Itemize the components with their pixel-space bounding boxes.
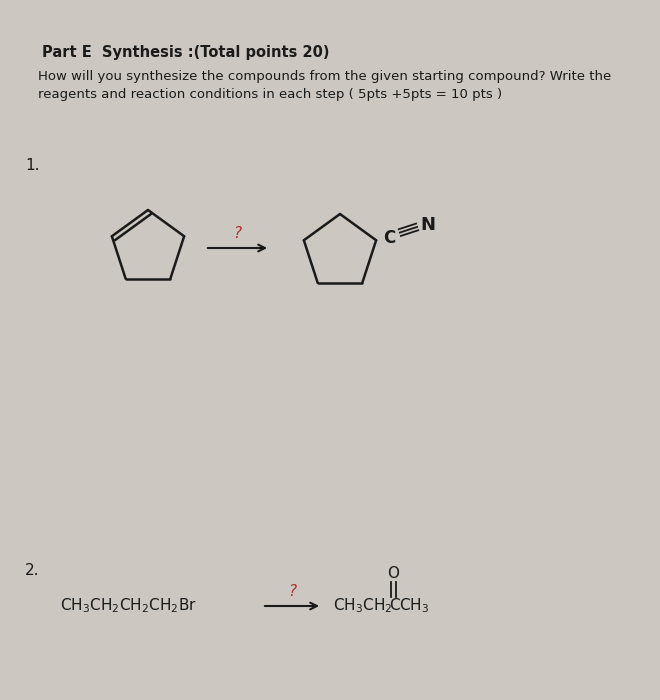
Text: reagents and reaction conditions in each step ( 5pts +5pts = 10 pts ): reagents and reaction conditions in each… xyxy=(38,88,502,101)
Text: O: O xyxy=(387,566,399,582)
Text: Part E  Synthesis :(Total points 20): Part E Synthesis :(Total points 20) xyxy=(42,45,329,60)
Text: N: N xyxy=(420,216,435,235)
Text: CH$_3$: CH$_3$ xyxy=(399,596,429,615)
Text: 1.: 1. xyxy=(25,158,40,173)
Text: C: C xyxy=(383,229,395,247)
Text: How will you synthesize the compounds from the given starting compound? Write th: How will you synthesize the compounds fr… xyxy=(38,70,611,83)
Text: ?: ? xyxy=(234,225,242,241)
Text: CH$_3$CH$_2$: CH$_3$CH$_2$ xyxy=(333,596,393,615)
Text: C: C xyxy=(389,598,399,613)
Text: CH$_3$CH$_2$CH$_2$CH$_2$Br: CH$_3$CH$_2$CH$_2$CH$_2$Br xyxy=(60,596,197,615)
Text: ?: ? xyxy=(288,584,296,599)
Text: 2.: 2. xyxy=(25,563,40,578)
